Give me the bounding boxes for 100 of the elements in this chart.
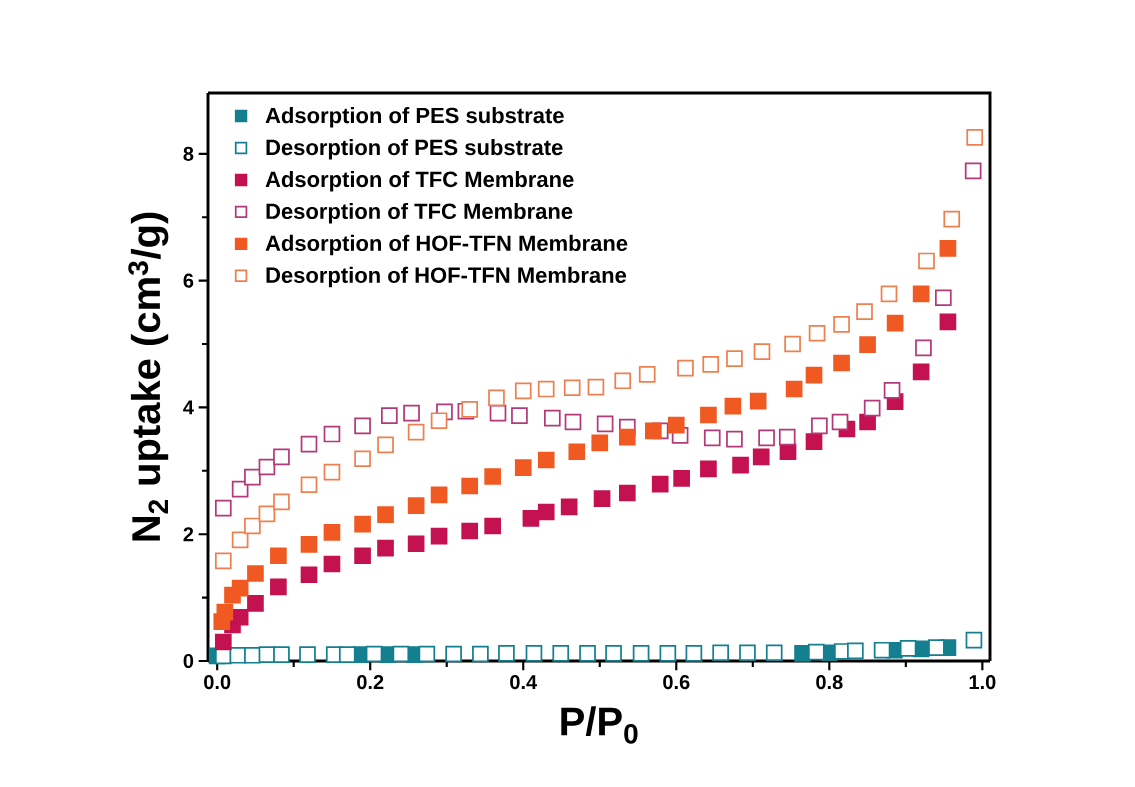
point xyxy=(522,510,540,527)
point xyxy=(214,499,232,517)
x-tick-label: 0.8 xyxy=(816,675,843,690)
point xyxy=(300,536,318,553)
legend-label: Desorption of PES substrate xyxy=(266,139,563,160)
point xyxy=(418,645,436,663)
point xyxy=(596,415,614,433)
point xyxy=(247,594,264,612)
point xyxy=(564,413,582,431)
point xyxy=(863,399,881,417)
point xyxy=(214,552,232,570)
legend-label: Adsorption of PES substrate xyxy=(265,107,564,128)
point xyxy=(859,413,876,431)
point xyxy=(273,448,290,466)
point xyxy=(537,380,555,398)
point xyxy=(726,430,743,448)
point xyxy=(377,506,394,523)
point xyxy=(964,162,982,180)
legend-label: Adsorption of TFC Membrane xyxy=(265,170,574,192)
point xyxy=(591,434,609,452)
point xyxy=(605,645,622,662)
point xyxy=(700,406,717,424)
point xyxy=(749,392,767,410)
point xyxy=(563,379,581,397)
point xyxy=(833,316,850,333)
point xyxy=(354,417,371,435)
point xyxy=(724,397,742,415)
point xyxy=(323,425,341,443)
point xyxy=(807,643,825,661)
point xyxy=(244,517,261,535)
point xyxy=(784,335,801,353)
point xyxy=(785,380,803,398)
point xyxy=(579,645,596,662)
point xyxy=(644,422,662,440)
point xyxy=(231,531,249,549)
point xyxy=(514,382,532,400)
point xyxy=(805,433,823,450)
point xyxy=(808,324,826,342)
point xyxy=(354,450,371,468)
point xyxy=(685,645,703,662)
point xyxy=(484,517,501,535)
point xyxy=(273,646,290,663)
point xyxy=(618,428,636,446)
point xyxy=(270,547,287,565)
point xyxy=(273,493,290,511)
point xyxy=(430,412,448,430)
point xyxy=(632,645,650,662)
point xyxy=(659,645,677,662)
x-tick-label: 0.4 xyxy=(510,675,538,690)
point xyxy=(778,428,796,446)
point xyxy=(338,646,356,663)
point xyxy=(354,515,371,533)
y-tick-label: 6 xyxy=(183,273,194,288)
point xyxy=(514,459,532,476)
y-tick-label: 2 xyxy=(183,527,194,542)
point xyxy=(873,641,891,659)
point xyxy=(899,639,917,657)
point xyxy=(568,443,586,461)
point xyxy=(461,400,479,418)
y-tick-label: 0 xyxy=(183,653,194,669)
point xyxy=(488,389,505,407)
point xyxy=(430,486,448,504)
point xyxy=(552,645,570,662)
point xyxy=(407,423,425,441)
point xyxy=(939,313,957,331)
point xyxy=(918,252,935,270)
point xyxy=(484,468,501,485)
point xyxy=(323,523,341,541)
point xyxy=(856,303,873,321)
x-axis-title: P/P$_{0}$ xyxy=(561,706,638,744)
point xyxy=(231,579,249,597)
point xyxy=(231,480,249,498)
point xyxy=(700,460,717,478)
point xyxy=(407,497,425,515)
point xyxy=(943,210,961,228)
point xyxy=(543,409,561,427)
point xyxy=(726,350,743,367)
point xyxy=(915,339,932,357)
point xyxy=(258,505,276,523)
point xyxy=(323,555,341,573)
point xyxy=(965,631,983,649)
point xyxy=(231,608,249,626)
x-tick-label: 1.0 xyxy=(969,675,996,690)
point xyxy=(377,539,394,557)
point xyxy=(247,565,264,582)
point xyxy=(618,484,636,502)
point xyxy=(270,578,287,596)
point xyxy=(966,129,984,146)
point xyxy=(673,470,690,487)
point xyxy=(445,645,462,663)
x-tick-label: 0.2 xyxy=(357,675,384,690)
legend-label: Desorption of TFC Membrane xyxy=(266,202,573,224)
y-tick-label: 8 xyxy=(183,146,194,161)
point xyxy=(732,456,749,474)
legend-label: Desorption of HOF-TFN Membrane xyxy=(266,266,627,288)
point xyxy=(614,372,632,390)
point xyxy=(365,645,383,663)
point xyxy=(587,378,605,396)
point xyxy=(392,645,410,663)
point xyxy=(244,468,261,486)
